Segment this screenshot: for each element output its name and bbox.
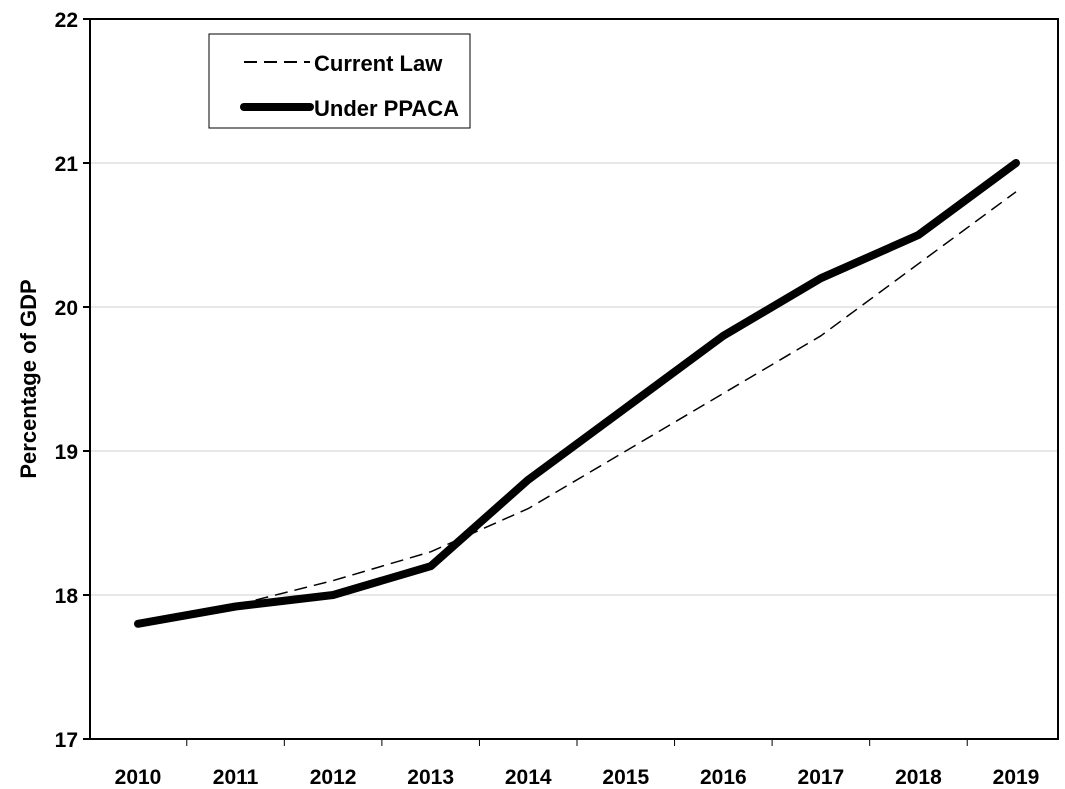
x-tick-label: 2015 — [602, 766, 649, 789]
y-tick-label: 17 — [55, 729, 78, 752]
legend-label-under-ppaca: Under PPACA — [314, 96, 459, 121]
x-tick-label: 2019 — [993, 766, 1040, 789]
y-axis-title: Percentage of GDP — [16, 279, 41, 478]
y-tick-label: 21 — [55, 153, 79, 176]
x-tick-label: 2014 — [505, 766, 552, 789]
series-line-current-law — [137, 191, 1017, 625]
x-tick-label: 2016 — [700, 766, 747, 789]
series-layer — [134, 159, 1020, 628]
y-tick-label: 20 — [55, 297, 78, 320]
legend-label-current-law: Current Law — [314, 51, 443, 76]
y-tick-label: 18 — [55, 585, 79, 608]
x-tick-label: 2018 — [895, 766, 942, 789]
plot-area-border — [89, 18, 1059, 740]
legend-box — [208, 33, 471, 129]
x-tick-label: 2017 — [798, 766, 845, 789]
x-axis: 2010 2011 2012 2013 2014 2015 2016 2017 2018 2019 — [115, 739, 1040, 789]
x-tick-label: 2013 — [407, 766, 454, 789]
x-tick-label: 2010 — [115, 766, 162, 789]
y-tick-label: 19 — [55, 441, 78, 464]
y-tick-label: 22 — [55, 9, 78, 32]
series-line-under-ppaca — [134, 159, 1020, 628]
legend: Current Law Under PPACA — [208, 33, 471, 129]
y-axis: 17 18 19 20 21 22 — [55, 9, 90, 752]
gridlines — [90, 162, 1058, 596]
x-tick-label: 2012 — [310, 766, 357, 789]
x-tick-label: 2011 — [213, 766, 259, 789]
